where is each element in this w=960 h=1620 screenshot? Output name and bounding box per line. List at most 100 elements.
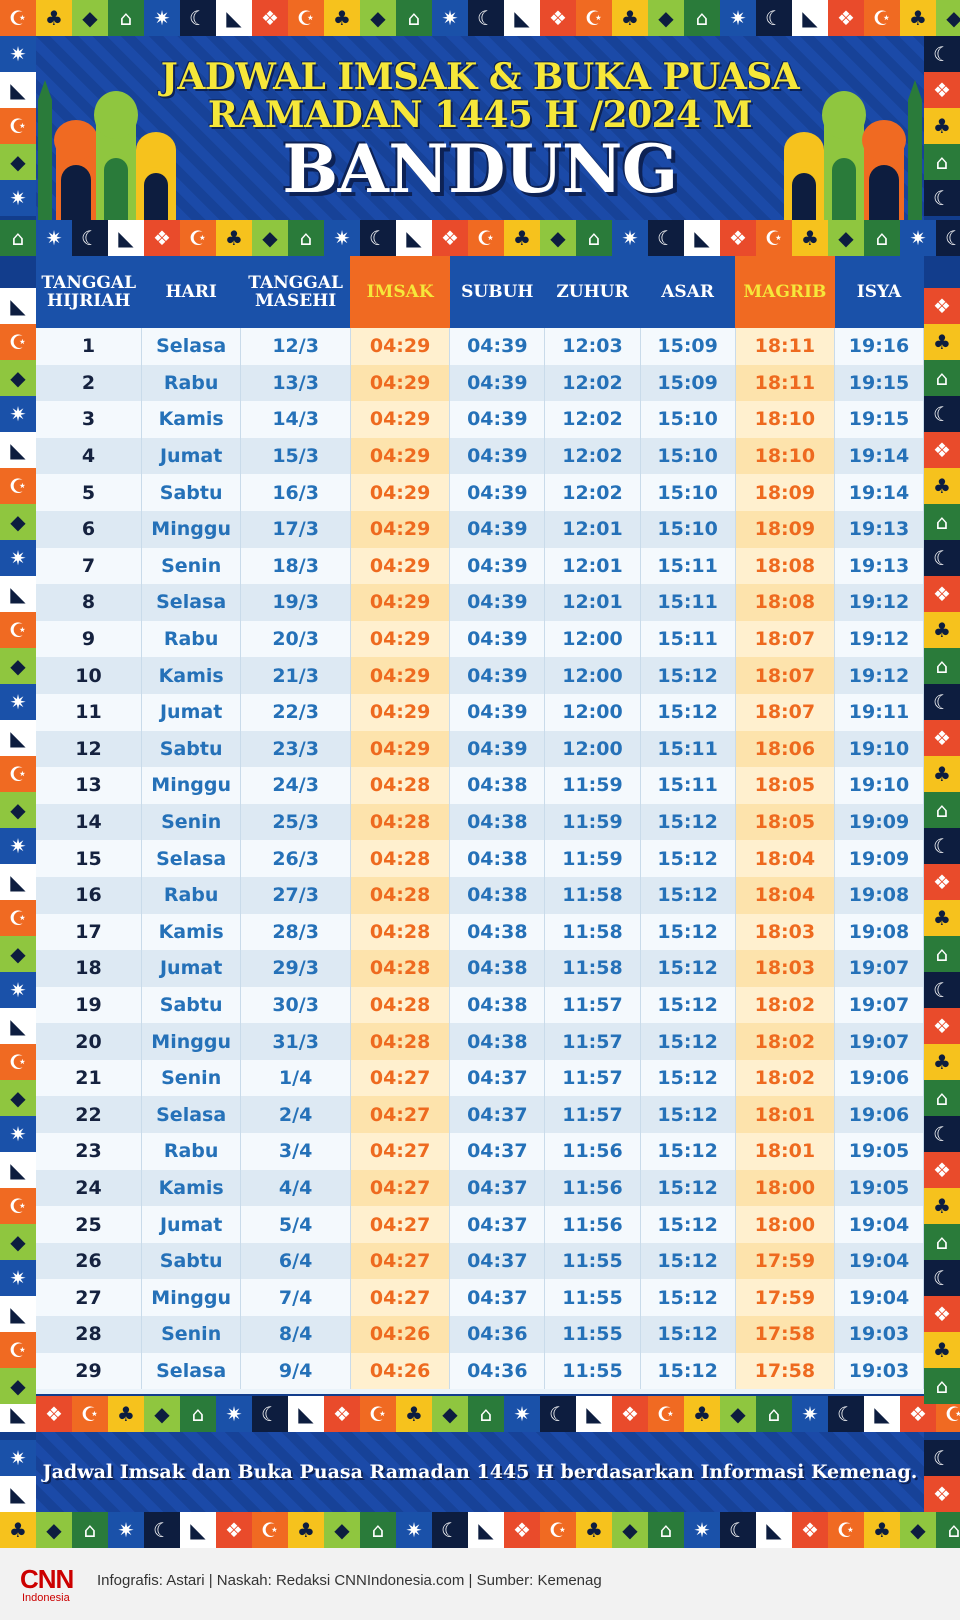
- dots-icon: ❖: [924, 1152, 960, 1188]
- palm-tree-icon: ♣: [792, 220, 828, 256]
- cell-zuhur: 11:57: [544, 1096, 641, 1134]
- table-row: 18 Jumat 29/3 04:28 04:38 11:58 15:12 18:03 19:0…: [36, 950, 924, 987]
- arch-crescent-icon: ☾: [924, 972, 960, 1008]
- cell-zuhur: 11:56: [544, 1133, 641, 1170]
- cell-hijri: 2: [36, 364, 142, 402]
- diamond-icon: ◆: [0, 792, 36, 828]
- cell-magrib: 18:04: [735, 840, 836, 877]
- cell-hijri: 11: [36, 693, 142, 731]
- arch-crescent-icon: ☾: [936, 220, 960, 256]
- eight-point-star-icon: ✷: [504, 1396, 540, 1432]
- cell-imsak: 04:28: [350, 986, 451, 1024]
- cell-hijri: 4: [36, 437, 142, 475]
- cell-magrib: 18:03: [735, 950, 836, 987]
- cell-subuh: 04:37: [449, 1242, 546, 1280]
- palm-tree-icon: ♣: [576, 1512, 612, 1548]
- cell-hijri: 23: [36, 1133, 142, 1170]
- cell-zuhur: 12:02: [544, 474, 641, 511]
- cell-gregorian: 6/4: [240, 1242, 351, 1280]
- column-header-label: TANGGAL: [41, 273, 137, 293]
- cell-zuhur: 11:58: [544, 913, 641, 951]
- eight-point-star-icon: ✷: [684, 1512, 720, 1548]
- cell-imsak: 04:29: [350, 401, 451, 438]
- caption-band: Jadwal Imsak dan Buka Puasa Ramadan 1445…: [36, 1432, 924, 1512]
- table-row: 9 Rabu 20/3 04:29 04:39 12:00 15:11 18:07 19:12: [36, 620, 924, 658]
- cell-gregorian: 18/3: [240, 547, 351, 585]
- cell-isya: 19:08: [834, 876, 924, 914]
- palm-tree-icon: ♣: [684, 1396, 720, 1432]
- credit-text: Infografis: Astari | Naskah: Redaksi CNN…: [97, 1572, 602, 1589]
- dots-icon: ❖: [216, 1512, 252, 1548]
- cell-imsak: 04:29: [350, 620, 451, 658]
- cell-day: Kamis: [141, 401, 242, 438]
- cell-hijri: 17: [36, 913, 142, 951]
- crescent-star-icon: ☪: [252, 1512, 288, 1548]
- cell-hijri: 13: [36, 767, 142, 804]
- cell-imsak: 04:29: [350, 657, 451, 694]
- cell-gregorian: 26/3: [240, 840, 351, 877]
- cell-day: Minggu: [141, 1279, 242, 1317]
- table-row: 29 Selasa 9/4 04:26 04:36 11:55 15:12 17:58 19:0…: [36, 1352, 924, 1390]
- cell-isya: 19:07: [834, 950, 924, 987]
- arch-crescent-icon: ☾: [648, 220, 684, 256]
- dots-icon: ❖: [924, 1476, 960, 1512]
- table-row: 5 Sabtu 16/3 04:29 04:39 12:02 15:10 18:09 19:14: [36, 474, 924, 511]
- diamond-icon: ◆: [648, 0, 684, 36]
- table-row: 28 Senin 8/4 04:26 04:36 11:55 15:12 17:58 19:03: [36, 1316, 924, 1353]
- dots-icon: ❖: [324, 1396, 360, 1432]
- dots-icon: ❖: [432, 220, 468, 256]
- cell-day: Kamis: [141, 1169, 242, 1207]
- palm-tree-icon: ♣: [924, 1332, 960, 1368]
- cell-magrib: 18:00: [735, 1169, 836, 1207]
- eight-point-star-icon: ✷: [108, 1512, 144, 1548]
- cell-gregorian: 16/3: [240, 474, 351, 511]
- cell-hijri: 28: [36, 1316, 142, 1353]
- diamond-icon: ◆: [0, 1080, 36, 1116]
- diamond-icon: ◆: [0, 144, 36, 180]
- eight-point-star-icon: ✷: [144, 0, 180, 36]
- column-header-magrib: MAGRIB: [735, 256, 835, 328]
- cell-magrib: 18:09: [735, 474, 836, 511]
- palm-tree-icon: ♣: [108, 1396, 144, 1432]
- cell-magrib: 17:58: [735, 1316, 836, 1353]
- triangle-icon: ◣: [684, 220, 720, 256]
- cell-asar: 15:12: [640, 657, 736, 694]
- cell-asar: 15:12: [640, 1096, 736, 1134]
- cell-subuh: 04:38: [449, 950, 546, 987]
- cell-magrib: 18:01: [735, 1096, 836, 1134]
- arch-crescent-icon: ☾: [924, 396, 960, 432]
- cell-isya: 19:04: [834, 1242, 924, 1280]
- cell-imsak: 04:27: [350, 1242, 451, 1280]
- cell-imsak: 04:27: [350, 1096, 451, 1134]
- cell-isya: 19:12: [834, 584, 924, 621]
- palm-tree-icon: ♣: [924, 1044, 960, 1080]
- table-row: 6 Minggu 17/3 04:29 04:39 12:01 15:10 18:09 19:1…: [36, 510, 924, 548]
- column-header-label: ZUHUR: [556, 282, 629, 302]
- cell-zuhur: 12:00: [544, 730, 641, 768]
- column-header-label: TANGGAL: [248, 273, 343, 293]
- cell-gregorian: 9/4: [240, 1352, 351, 1390]
- triangle-icon: ◣: [864, 1396, 900, 1432]
- column-header-label: SUBUH: [461, 282, 534, 302]
- cell-imsak: 04:28: [350, 840, 451, 877]
- column-header-hijri: TANGGAL HIJRIAH: [36, 256, 142, 328]
- table-row: 20 Minggu 31/3 04:28 04:38 11:57 15:12 18:02 19:…: [36, 1023, 924, 1060]
- arch-crescent-icon: ☾: [252, 1396, 288, 1432]
- cell-isya: 19:09: [834, 840, 924, 877]
- cell-day: Jumat: [141, 1206, 242, 1243]
- arch-crescent-icon: ☾: [924, 540, 960, 576]
- cell-zuhur: 12:01: [544, 584, 641, 621]
- cell-gregorian: 21/3: [240, 657, 351, 694]
- cell-zuhur: 12:02: [544, 401, 641, 438]
- diamond-icon: ◆: [36, 1512, 72, 1548]
- cell-hijri: 20: [36, 1023, 142, 1060]
- triangle-icon: ◣: [0, 288, 36, 324]
- palm-tree-icon: ♣: [924, 612, 960, 648]
- cell-isya: 19:16: [834, 328, 924, 365]
- cell-asar: 15:10: [640, 510, 736, 548]
- cell-magrib: 18:07: [735, 620, 836, 658]
- dome-icon: ⌂: [648, 1512, 684, 1548]
- cell-hijri: 26: [36, 1242, 142, 1280]
- cell-subuh: 04:38: [449, 1023, 546, 1060]
- crescent-star-icon: ☪: [576, 0, 612, 36]
